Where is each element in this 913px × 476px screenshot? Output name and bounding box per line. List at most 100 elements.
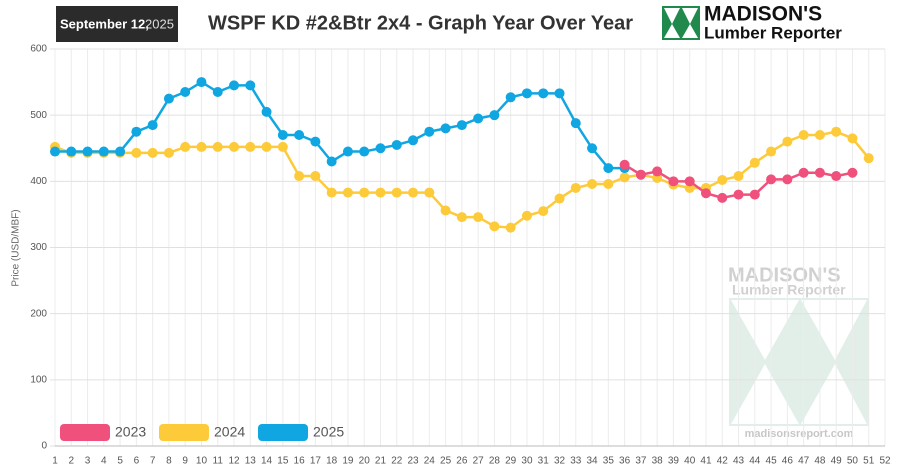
point — [180, 87, 191, 98]
point — [245, 141, 256, 152]
point — [196, 141, 207, 152]
point — [391, 187, 402, 198]
x-tick-label: 23 — [407, 456, 419, 467]
point — [310, 136, 321, 147]
point — [749, 189, 760, 200]
watermark-name: MADISON'S — [728, 264, 841, 286]
point — [294, 171, 305, 182]
point — [147, 120, 158, 131]
logo-shape — [664, 8, 698, 38]
point — [505, 222, 516, 233]
x-tick-label: 38 — [652, 456, 664, 467]
x-tick-label: 35 — [603, 456, 615, 467]
point — [863, 153, 874, 164]
point — [505, 92, 516, 103]
point — [782, 136, 793, 147]
point — [424, 187, 435, 198]
y-tick-label: 600 — [30, 44, 47, 55]
point — [456, 212, 467, 223]
point — [847, 167, 858, 178]
point — [635, 169, 646, 180]
x-tick-label: 45 — [766, 456, 778, 467]
y-tick-label: 500 — [30, 110, 47, 121]
point — [359, 146, 370, 157]
y-tick-label: 0 — [41, 441, 47, 452]
point — [554, 88, 565, 99]
point — [163, 147, 174, 158]
point — [359, 187, 370, 198]
date-box — [56, 6, 178, 42]
point — [733, 171, 744, 182]
x-tick-label: 7 — [150, 456, 156, 467]
point — [700, 188, 711, 199]
y-tick-label: 300 — [30, 242, 47, 253]
x-tick-label: 21 — [375, 456, 387, 467]
point — [782, 174, 793, 185]
point — [375, 187, 386, 198]
watermark-url: madisonsreport.com — [745, 428, 854, 440]
point — [131, 147, 142, 158]
x-tick-label: 6 — [134, 456, 140, 467]
point — [424, 126, 435, 137]
x-tick-label: 34 — [586, 456, 598, 467]
x-tick-label: 12 — [228, 456, 240, 467]
point — [261, 141, 272, 152]
point — [668, 176, 679, 187]
x-tick-label: 30 — [521, 456, 533, 467]
x-tick-label: 49 — [831, 456, 843, 467]
x-tick-label: 37 — [635, 456, 647, 467]
point — [408, 187, 419, 198]
x-tick-label: 50 — [847, 456, 859, 467]
point — [538, 206, 549, 217]
point — [277, 141, 288, 152]
point — [749, 157, 760, 168]
x-tick-label: 40 — [684, 456, 696, 467]
x-tick-label: 32 — [554, 456, 566, 467]
point — [212, 141, 223, 152]
point — [554, 193, 565, 204]
logo-subtitle: Lumber Reporter — [704, 23, 842, 42]
legend-swatch — [258, 424, 308, 441]
point — [147, 147, 158, 158]
point — [521, 210, 532, 221]
point — [489, 110, 500, 121]
point — [440, 205, 451, 216]
y-tick-label: 400 — [30, 176, 47, 187]
point — [538, 88, 549, 99]
point — [456, 120, 467, 131]
point — [277, 130, 288, 141]
point — [310, 171, 321, 182]
y-tick-label: 200 — [30, 308, 47, 319]
point — [831, 171, 842, 182]
x-tick-label: 16 — [294, 456, 306, 467]
legend-swatch — [60, 424, 110, 441]
point — [50, 146, 60, 157]
point — [342, 146, 353, 157]
x-tick-label: 25 — [440, 456, 452, 467]
series — [619, 159, 858, 203]
point — [814, 130, 825, 141]
point — [619, 159, 630, 170]
x-tick-label: 24 — [424, 456, 436, 467]
point — [570, 182, 581, 193]
point — [98, 146, 109, 157]
y-tick-label: 100 — [30, 374, 47, 385]
x-tick-label: 18 — [326, 456, 338, 467]
point — [212, 87, 223, 98]
legend-label: 2025 — [313, 424, 344, 440]
point — [831, 126, 842, 137]
point — [473, 212, 484, 223]
watermark-subtitle: Lumber Reporter — [732, 282, 846, 298]
grid — [50, 48, 886, 447]
point — [261, 106, 272, 117]
x-tick-label: 22 — [391, 456, 403, 467]
series — [50, 77, 630, 174]
point — [375, 143, 386, 154]
x-tick-label: 3 — [85, 456, 91, 467]
chart-title: WSPF KD #2&Btr 2x4 - Graph Year Over Yea… — [208, 12, 633, 34]
point — [473, 113, 484, 124]
x-tick-label: 31 — [538, 456, 550, 467]
point — [798, 130, 809, 141]
x-tick-label: 43 — [733, 456, 745, 467]
